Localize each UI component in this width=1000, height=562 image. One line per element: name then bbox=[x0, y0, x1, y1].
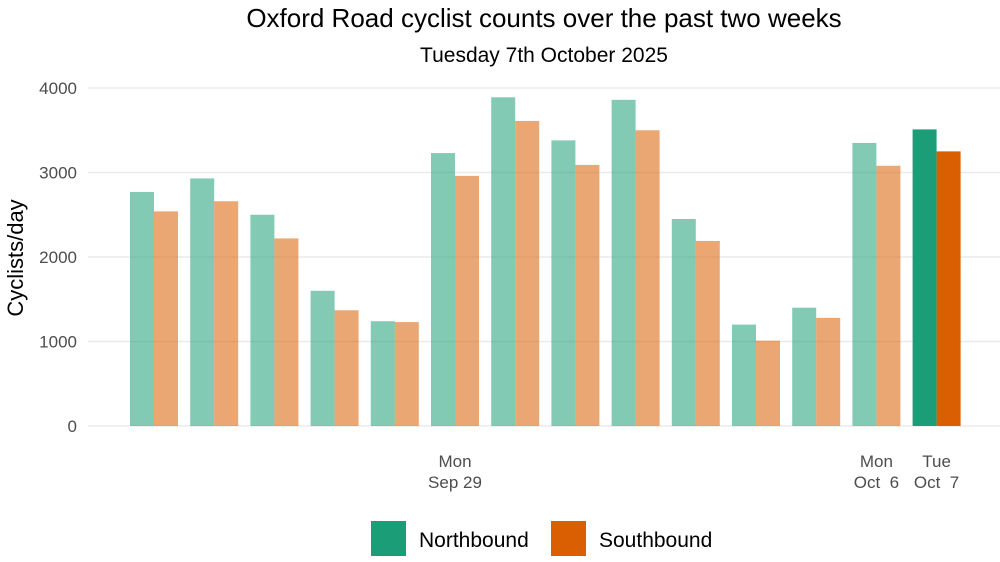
y-tick-label: 0 bbox=[68, 417, 77, 436]
bar-southbound-7 bbox=[515, 120, 540, 426]
bar-southbound-11 bbox=[756, 340, 780, 426]
bar-northbound-5 bbox=[370, 321, 395, 426]
gridlines bbox=[88, 87, 1000, 427]
x-tick-label: Mon bbox=[438, 452, 471, 471]
legend-label-southbound: Southbound bbox=[599, 529, 712, 552]
legend-label-northbound: Northbound bbox=[419, 529, 529, 552]
y-tick-label: 3000 bbox=[39, 164, 77, 183]
bar-southbound-4 bbox=[334, 310, 359, 426]
bar-northbound-11 bbox=[732, 324, 756, 426]
bar-southbound-2 bbox=[214, 201, 239, 426]
bar-southbound-3 bbox=[274, 238, 299, 426]
bar-northbound-12 bbox=[792, 307, 817, 426]
y-tick-label: 2000 bbox=[39, 248, 77, 267]
y-axis-ticks: 0 1000 2000 3000 4000 bbox=[39, 79, 77, 436]
bar-southbound-1 bbox=[154, 211, 178, 426]
bar-southbound-10 bbox=[695, 240, 720, 426]
bar-southbound-9 bbox=[635, 130, 660, 426]
x-tick-label: Oct 6 bbox=[854, 473, 899, 492]
bar-southbound-12 bbox=[816, 317, 841, 426]
bar-northbound-7 bbox=[491, 97, 516, 427]
x-axis-ticks: Mon Sep 29 Mon Oct 6 Tue Oct 7 bbox=[428, 452, 959, 492]
bar-southbound-6 bbox=[455, 175, 479, 426]
bar-southbound-8 bbox=[575, 164, 600, 426]
bar-northbound-1 bbox=[130, 191, 154, 426]
x-tick-label: Mon bbox=[860, 452, 893, 471]
bar-northbound-14 bbox=[912, 129, 937, 426]
bar-southbound-5 bbox=[394, 322, 419, 426]
bar-northbound-8 bbox=[551, 140, 576, 426]
bar-southbound-13 bbox=[876, 165, 901, 427]
bar-northbound-2 bbox=[190, 178, 215, 426]
bar-southbound-14 bbox=[936, 151, 961, 426]
bar-northbound-10 bbox=[671, 218, 696, 426]
bar-northbound-9 bbox=[611, 99, 636, 426]
y-tick-label: 1000 bbox=[39, 333, 77, 352]
legend-key-northbound bbox=[371, 521, 406, 556]
bar-northbound-13 bbox=[852, 142, 877, 427]
chart-subtitle: Tuesday 7th October 2025 bbox=[420, 44, 668, 67]
legend-key-southbound bbox=[551, 521, 586, 556]
x-tick-label: Tue bbox=[922, 452, 951, 471]
y-tick-label: 4000 bbox=[39, 79, 77, 98]
x-tick-label: Oct 7 bbox=[914, 473, 959, 492]
bar-northbound-4 bbox=[310, 290, 335, 426]
y-axis-label: Cyclists/day bbox=[3, 199, 28, 316]
legend: Northbound Southbound bbox=[371, 521, 712, 556]
bar-northbound-6 bbox=[431, 153, 455, 426]
x-tick-label: Sep 29 bbox=[428, 473, 482, 492]
bars bbox=[130, 97, 961, 427]
chart-title: Oxford Road cyclist counts over the past… bbox=[246, 3, 841, 33]
bar-northbound-3 bbox=[250, 214, 275, 426]
